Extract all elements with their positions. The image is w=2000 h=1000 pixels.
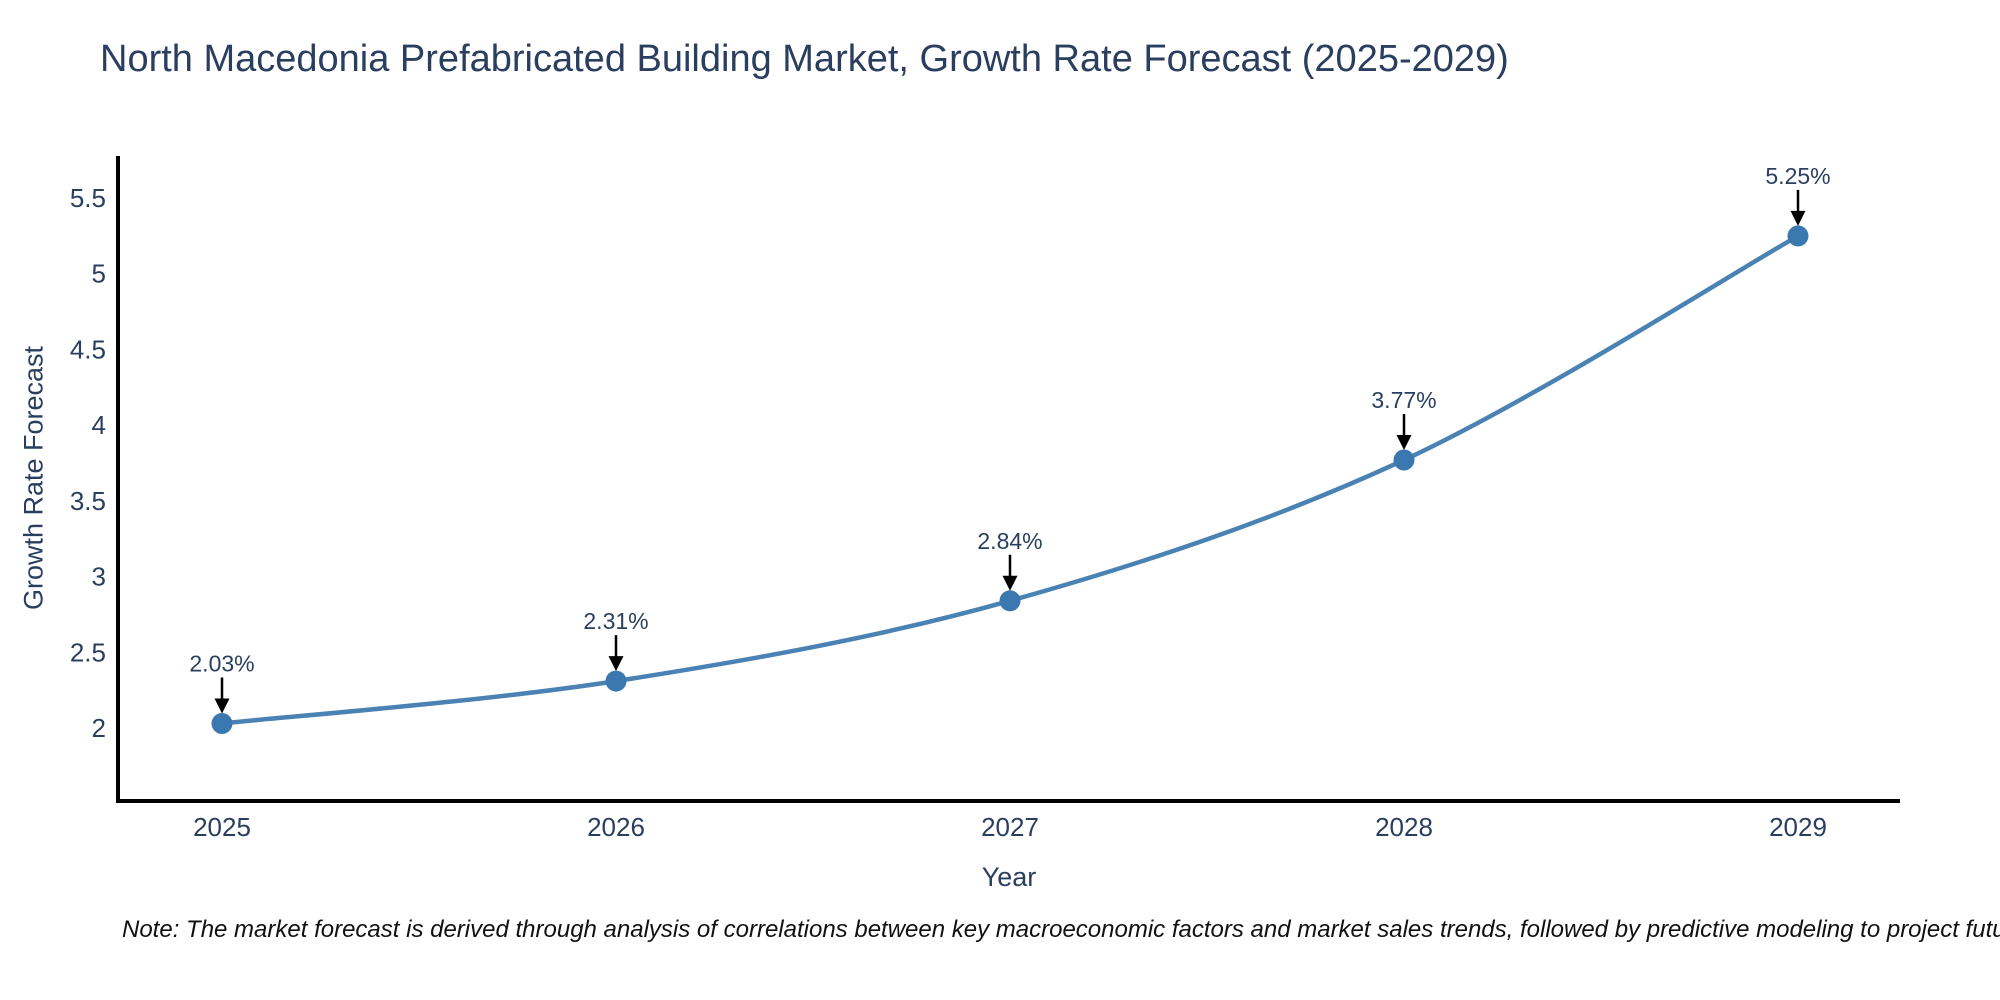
data-point-marker[interactable]	[1393, 449, 1415, 471]
footnote: Note: The market forecast is derived thr…	[122, 916, 2000, 943]
tick-labels: 2 2.5 3 3.5 4 4.5 5 5.5 2025 2026 2027 2028 2029	[70, 183, 1827, 842]
data-point-marker[interactable]	[211, 713, 233, 734]
annotation-arrowhead-icon	[608, 656, 624, 672]
x-tick-label: 2027	[981, 812, 1039, 842]
annotation-arrowhead-icon	[1790, 210, 1806, 226]
y-tick-label: 2	[92, 713, 106, 743]
series-line-layer	[221, 233, 1800, 726]
y-tick-label: 3	[92, 562, 106, 592]
annotation-arrowhead-icon	[1002, 575, 1018, 591]
annotation-layer: 2.03% 2.31% 2.84% 3.77% 5.25%	[189, 163, 1831, 714]
y-tick-label: 5.5	[70, 183, 106, 213]
y-tick-label: 3.5	[70, 486, 106, 516]
data-point-marker[interactable]	[1787, 225, 1809, 247]
point-annotation-label: 3.77%	[1371, 387, 1436, 413]
point-annotation-label: 5.25%	[1765, 163, 1830, 189]
point-annotation-label: 2.84%	[977, 528, 1042, 554]
x-axis-title: Year	[981, 862, 1037, 892]
y-tick-label: 4.5	[70, 334, 106, 364]
data-point-marker[interactable]	[605, 670, 627, 692]
point-annotation-label: 2.31%	[583, 608, 648, 634]
y-tick-label: 5	[92, 259, 106, 289]
data-point-layer	[211, 225, 1809, 734]
x-tick-label: 2028	[1375, 812, 1433, 842]
annotation-arrowhead-icon	[1396, 435, 1412, 450]
y-tick-label: 2.5	[70, 637, 106, 667]
chart-title: North Macedonia Prefabricated Building M…	[100, 38, 1509, 80]
series-line	[221, 233, 1800, 726]
annotation-arrowhead-icon	[214, 698, 230, 714]
x-tick-label: 2029	[1769, 812, 1827, 842]
data-point-marker[interactable]	[999, 590, 1021, 612]
x-tick-label: 2025	[193, 812, 251, 842]
point-annotation-label: 2.03%	[189, 651, 254, 677]
y-tick-label: 4	[92, 410, 106, 440]
x-tick-label: 2026	[587, 812, 645, 842]
